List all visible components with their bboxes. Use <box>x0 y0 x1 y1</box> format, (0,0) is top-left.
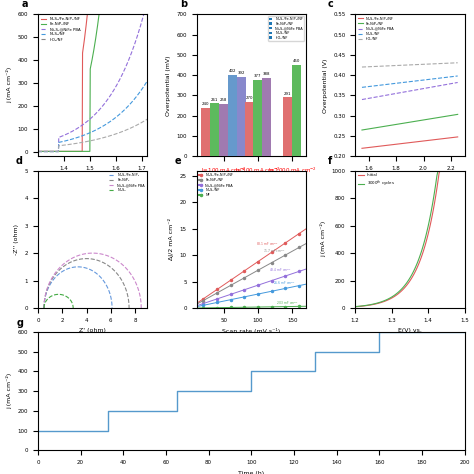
Text: a: a <box>21 0 28 9</box>
Legend: Ni₃S₂/Fe-NiPₓ, Fe-NiPₓ, Ni₃S₂@NiFe PBA, Ni₃S₂: Ni₃S₂/Fe-NiPₓ, Fe-NiPₓ, Ni₃S₂@NiFe PBA, … <box>109 173 146 193</box>
Initial <box>457 168 463 173</box>
3000$^{th}$ cycles <box>457 168 463 173</box>
Legend: Ni₃S₂/Fe-NiPₓ/NF, Fe-NiPₓ/NF, Ni₃S₂@NiFe PBA, Ni₃S₂/NF, IrO₂/NF: Ni₃S₂/Fe-NiPₓ/NF, Fe-NiPₓ/NF, Ni₃S₂@NiFe… <box>268 16 304 41</box>
Line: 3000$^{th}$ cycles: 3000$^{th}$ cycles <box>355 171 465 307</box>
Text: 402: 402 <box>229 69 237 73</box>
Text: 291: 291 <box>284 91 292 96</box>
Bar <box>245 101 254 156</box>
Text: 258: 258 <box>220 99 228 102</box>
Text: 88.1 mF cm$^{-2}$: 88.1 mF cm$^{-2}$ <box>256 240 279 248</box>
Text: 240: 240 <box>202 102 210 106</box>
Bar <box>292 65 301 156</box>
X-axis label: log j (mA cm⁻²): log j (mA cm⁻²) <box>386 177 434 182</box>
3000$^{th}$ cycles <box>409 273 414 278</box>
Y-axis label: -Z'' (ohm): -Z'' (ohm) <box>14 224 19 255</box>
Text: f: f <box>328 156 332 166</box>
Y-axis label: j (mA cm⁻²): j (mA cm⁻²) <box>6 67 12 103</box>
Legend: Initial, 3000$^{th}$ cycles: Initial, 3000$^{th}$ cycles <box>357 173 395 190</box>
Y-axis label: j (mA cm⁻²): j (mA cm⁻²) <box>320 221 326 257</box>
3000$^{th}$ cycles <box>352 304 358 310</box>
X-axis label: E(V) vs. RHE: E(V) vs. RHE <box>73 177 112 182</box>
Initial <box>374 301 379 307</box>
X-axis label: Z' (ohm): Z' (ohm) <box>79 328 106 333</box>
Text: 377: 377 <box>254 74 262 78</box>
Text: 2.03 mF cm$^{-2}$: 2.03 mF cm$^{-2}$ <box>276 299 299 307</box>
Text: d: d <box>16 156 23 166</box>
X-axis label: E(V) vs.: E(V) vs. <box>398 328 422 333</box>
Text: 261: 261 <box>211 98 219 102</box>
Bar <box>262 78 271 156</box>
Line: Initial: Initial <box>355 171 465 307</box>
Legend: Ni₃S₂/Fe-NiPₓ/NF, Fe-NiPₓ/NF, Ni₃S₂@NiFe PBA, Ni₃S₂/NF, IrO₂/NF: Ni₃S₂/Fe-NiPₓ/NF, Fe-NiPₓ/NF, Ni₃S₂@NiFe… <box>40 16 82 42</box>
Text: c: c <box>328 0 334 9</box>
Bar <box>219 104 228 156</box>
Text: 71.7 mF cm$^{-2}$: 71.7 mF cm$^{-2}$ <box>263 248 285 255</box>
Legend: Ni₃S₂/Fe-NiPₓ/NF, Fe-NiPₓ/NF, Ni₃S₂@NiFe PBA, Ni₃S₂/NF, NF: Ni₃S₂/Fe-NiPₓ/NF, Fe-NiPₓ/NF, Ni₃S₂@NiFe… <box>198 173 234 198</box>
Text: g: g <box>17 318 24 328</box>
Legend: Ni₃S₂/Fe-NiPₓ/NF, Fe-NiPₓ/NF, Ni₃S₂@NiFe PBA, Ni₃S₂/NF, IrO₂/NF: Ni₃S₂/Fe-NiPₓ/NF, Fe-NiPₓ/NF, Ni₃S₂@NiFe… <box>357 16 394 42</box>
3000$^{th}$ cycles <box>374 301 379 306</box>
Initial <box>409 275 414 281</box>
Text: 43.4 mF cm$^{-2}$: 43.4 mF cm$^{-2}$ <box>270 266 292 274</box>
Bar <box>254 80 262 156</box>
3000$^{th}$ cycles <box>418 252 423 258</box>
Y-axis label: Overpotential (mV): Overpotential (mV) <box>166 55 171 116</box>
Y-axis label: j (mA cm⁻²): j (mA cm⁻²) <box>6 373 12 409</box>
3000$^{th}$ cycles <box>435 168 441 173</box>
Bar <box>210 103 219 156</box>
3000$^{th}$ cycles <box>378 299 383 305</box>
Text: 270: 270 <box>245 96 253 100</box>
Text: 392: 392 <box>238 71 245 75</box>
Initial <box>378 300 383 306</box>
Bar <box>237 77 246 156</box>
Bar <box>228 75 237 156</box>
X-axis label: Time (h): Time (h) <box>238 471 264 474</box>
3000$^{th}$ cycles <box>462 168 467 173</box>
Y-axis label: ΔJ/2 mA cm⁻²: ΔJ/2 mA cm⁻² <box>168 219 174 260</box>
Initial <box>438 168 443 173</box>
Bar <box>283 97 292 156</box>
Bar <box>201 108 210 156</box>
X-axis label: Scan rate (mV s⁻¹): Scan rate (mV s⁻¹) <box>222 328 280 334</box>
Text: 388: 388 <box>263 72 271 76</box>
Text: e: e <box>174 156 181 166</box>
Text: 26.6 mF cm$^{-2}$: 26.6 mF cm$^{-2}$ <box>273 279 296 287</box>
3000$^{th}$ cycles <box>454 168 460 173</box>
Initial <box>462 168 467 173</box>
Text: 450: 450 <box>293 59 300 64</box>
Y-axis label: Overpotential (V): Overpotential (V) <box>323 58 328 112</box>
Initial <box>418 257 423 263</box>
Initial <box>454 168 460 173</box>
Initial <box>352 304 358 310</box>
Text: b: b <box>180 0 187 9</box>
